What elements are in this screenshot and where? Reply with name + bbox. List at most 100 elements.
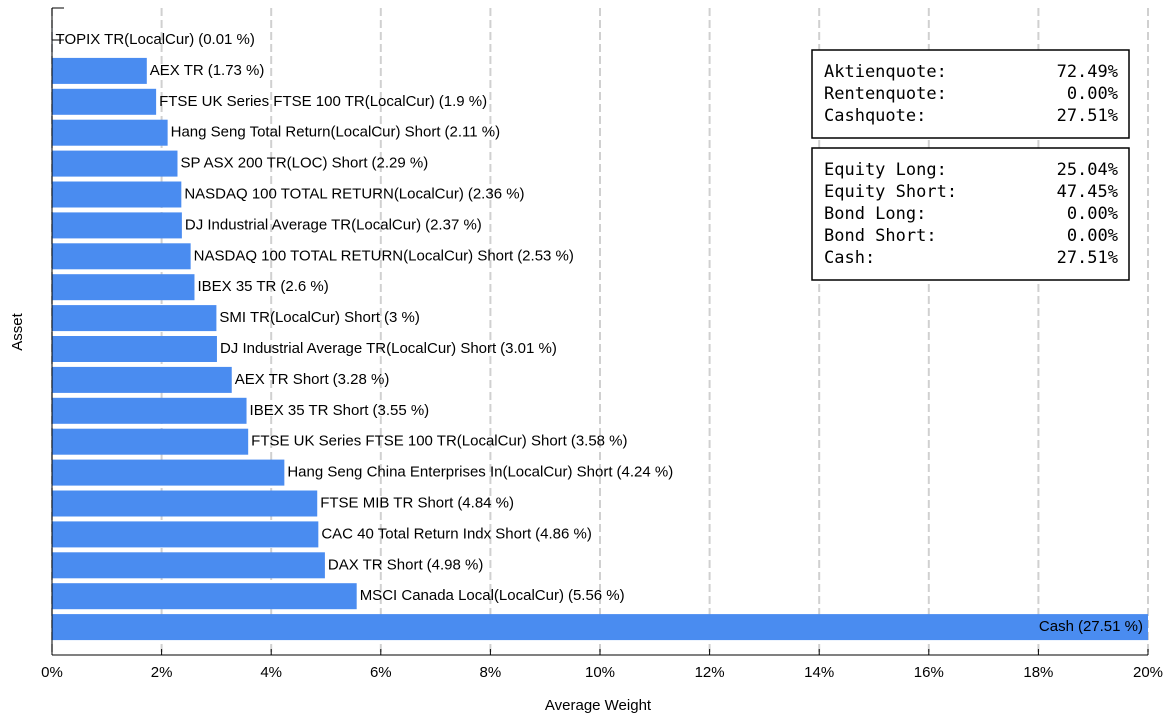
bar-label: DAX TR Short (4.98 %) bbox=[328, 556, 483, 573]
category-name: FTSE MIB TR Short bbox=[320, 494, 454, 511]
value-label: (1.9 %) bbox=[439, 93, 487, 110]
info-value: 27.51% bbox=[1057, 106, 1118, 126]
bar-label: IBEX 35 TR (2.6 %) bbox=[197, 278, 328, 295]
info-box bbox=[811, 49, 1130, 139]
x-tick-label: 0% bbox=[41, 664, 63, 681]
bar-label: NASDAQ 100 TOTAL RETURN(LocalCur) (2.36 %… bbox=[184, 185, 524, 202]
bar bbox=[52, 397, 247, 424]
bar-label: DJ Industrial Average TR(LocalCur) (2.37 … bbox=[185, 216, 482, 233]
x-tick-label: 6% bbox=[370, 664, 392, 681]
value-label: (4.86 %) bbox=[535, 525, 592, 542]
category-name: SP ASX 200 TR(LOC) Short bbox=[180, 155, 368, 172]
value-label: (3 %) bbox=[384, 309, 420, 326]
info-value: 72.49% bbox=[1057, 62, 1118, 82]
category-name: IBEX 35 TR bbox=[197, 278, 276, 295]
bar bbox=[52, 119, 168, 146]
category-name: NASDAQ 100 TOTAL RETURN(LocalCur) Short bbox=[194, 247, 514, 264]
info-label: Bond Short: bbox=[824, 226, 937, 246]
value-label: (2.11 %) bbox=[445, 124, 501, 141]
value-label: (4.24 %) bbox=[617, 464, 674, 481]
x-tick-label: 20% bbox=[1133, 664, 1163, 681]
x-tick-label: 18% bbox=[1023, 664, 1053, 681]
bar-label: Hang Seng China Enterprises In(LocalCur)… bbox=[287, 464, 673, 481]
info-label: Equity Short: bbox=[824, 182, 957, 202]
value-label: (0.01 %) bbox=[198, 31, 255, 48]
bar bbox=[52, 583, 357, 610]
category-name: NASDAQ 100 TOTAL RETURN(LocalCur) bbox=[184, 185, 464, 202]
category-name: AEX TR Short bbox=[235, 371, 330, 388]
info-value: 25.04% bbox=[1057, 160, 1118, 180]
value-label: (5.56 %) bbox=[568, 587, 625, 604]
bar-label: TOPIX TR(LocalCur) (0.01 %) bbox=[56, 31, 255, 48]
y-axis-label: Asset bbox=[9, 312, 26, 350]
bar bbox=[52, 150, 178, 177]
value-label: (3.55 %) bbox=[372, 402, 429, 419]
info-value: 0.00% bbox=[1067, 84, 1118, 104]
bar-label: AEX TR Short (3.28 %) bbox=[235, 371, 390, 388]
category-name: DJ Industrial Average TR(LocalCur) bbox=[185, 216, 421, 233]
bar-label: FTSE UK Series FTSE 100 TR(LocalCur) Sho… bbox=[251, 433, 627, 450]
bar bbox=[52, 57, 147, 84]
bar bbox=[52, 490, 318, 517]
bar bbox=[52, 243, 191, 270]
x-tick-label: 12% bbox=[695, 664, 725, 681]
category-name: CAC 40 Total Return Indx Short bbox=[321, 525, 532, 542]
bar-label: NASDAQ 100 TOTAL RETURN(LocalCur) Short(… bbox=[194, 247, 574, 264]
category-name: DAX TR Short bbox=[328, 556, 424, 573]
bar bbox=[52, 521, 319, 548]
info-label: Equity Long: bbox=[824, 160, 947, 180]
category-name: TOPIX TR(LocalCur) bbox=[56, 31, 195, 48]
info-label: Cashquote: bbox=[824, 106, 926, 126]
info-label: Aktienquote: bbox=[824, 62, 947, 82]
bar bbox=[52, 366, 232, 393]
value-label: (4.98 %) bbox=[427, 556, 484, 573]
category-name: Hang Seng Total Return(LocalCur) Short bbox=[171, 124, 442, 141]
x-tick-label: 14% bbox=[804, 664, 834, 681]
bar bbox=[52, 212, 182, 239]
x-tick-label: 10% bbox=[585, 664, 615, 681]
value-label: (2.29 %) bbox=[372, 155, 429, 172]
info-label: Bond Long: bbox=[824, 204, 926, 224]
info-value: 0.00% bbox=[1067, 226, 1118, 246]
bar bbox=[52, 305, 217, 332]
x-tick-label: 2% bbox=[151, 664, 173, 681]
bar bbox=[52, 181, 182, 208]
value-label: (2.53 %) bbox=[517, 247, 574, 264]
bar-label: Cash (27.51 %) bbox=[1039, 618, 1143, 635]
bar bbox=[52, 552, 325, 579]
x-tick-label: 4% bbox=[260, 664, 282, 681]
bar-label: FTSE MIB TR Short (4.84 %) bbox=[320, 494, 514, 511]
bar-label: DJ Industrial Average TR(LocalCur) Short… bbox=[220, 340, 557, 357]
info-label: Cash: bbox=[824, 248, 875, 268]
info-box bbox=[811, 147, 1130, 281]
category-name: IBEX 35 TR Short bbox=[250, 402, 370, 419]
category-name: FTSE UK Series FTSE 100 TR(LocalCur) Sho… bbox=[251, 433, 567, 450]
category-name: AEX TR bbox=[150, 62, 204, 79]
value-label: (27.51 %) bbox=[1078, 618, 1143, 635]
x-tick-label: 16% bbox=[914, 664, 944, 681]
bar bbox=[52, 614, 1148, 641]
category-name: MSCI Canada Local(LocalCur) bbox=[360, 587, 564, 604]
bar bbox=[52, 336, 217, 362]
info-value: 27.51% bbox=[1057, 248, 1118, 268]
bar-label: IBEX 35 TR Short (3.55 %) bbox=[250, 402, 430, 419]
bar-label: MSCI Canada Local(LocalCur) (5.56 %) bbox=[360, 587, 625, 604]
x-axis-label: Average Weight bbox=[545, 697, 652, 714]
bar bbox=[52, 459, 285, 486]
value-label: (1.73 %) bbox=[208, 62, 265, 79]
bar bbox=[52, 274, 195, 301]
value-label: (2.36 %) bbox=[468, 185, 525, 202]
bar-label: AEX TR (1.73 %) bbox=[150, 62, 265, 79]
category-name: Hang Seng China Enterprises In(LocalCur)… bbox=[287, 464, 613, 481]
info-value: 0.00% bbox=[1067, 204, 1118, 224]
bar-label: FTSE UK Series FTSE 100 TR(LocalCur) (1.9… bbox=[159, 93, 487, 110]
bar-label: SMI TR(LocalCur) Short (3 %) bbox=[219, 309, 419, 326]
bar bbox=[52, 428, 249, 455]
category-name: DJ Industrial Average TR(LocalCur) Short bbox=[220, 340, 497, 357]
bar bbox=[52, 88, 157, 115]
info-value: 47.45% bbox=[1057, 182, 1118, 202]
category-name: SMI TR(LocalCur) Short bbox=[219, 309, 380, 326]
value-label: (3.28 %) bbox=[333, 371, 390, 388]
bar-label: CAC 40 Total Return Indx Short (4.86 %) bbox=[321, 525, 592, 542]
